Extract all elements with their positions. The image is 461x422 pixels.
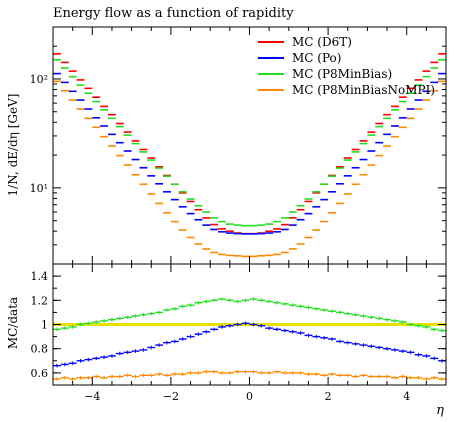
x-axis-label: η xyxy=(436,403,444,418)
ratio-panel-frame xyxy=(52,263,447,386)
ratio-y-tick-label: 1 xyxy=(41,319,48,332)
legend-label: MC (Po) xyxy=(292,51,341,65)
ratio-y-tick-label: 1.2 xyxy=(31,294,49,307)
main-y-axis-label: 1/N, dE/dη [GeV] xyxy=(6,94,20,197)
x-tick-label: −2 xyxy=(163,390,179,403)
ratio-y-tick-label: 1.4 xyxy=(31,270,49,283)
legend: MC (D6T) MC (Po) MC (P8MinBias) MC (P8MinBi… xyxy=(258,35,435,97)
x-tick-label: 2 xyxy=(325,390,332,403)
legend-label: MC (D6T) xyxy=(292,35,352,49)
ratio-y-tick-label: 0.8 xyxy=(31,343,49,356)
legend-label: MC (P8MinBiasNoMPI) xyxy=(292,83,435,97)
axes-layer: −4 −2 0 2 4 10¹ 10² 0.6 0.8 1 1.2 1.4 xyxy=(30,26,447,403)
chart-title: Energy flow as a function of rapidity xyxy=(53,6,294,21)
legend-label: MC (P8MinBias) xyxy=(292,67,392,81)
main-panel-marks xyxy=(53,53,446,258)
x-tick-label: −4 xyxy=(84,390,100,403)
x-tick-label: 4 xyxy=(403,390,410,403)
ratio-y-tick-label: 0.6 xyxy=(31,367,49,380)
ratio-panel-marks xyxy=(53,297,446,381)
y-tick-label: 10¹ xyxy=(30,182,48,195)
ratio-y-axis-label: MC/data xyxy=(6,297,20,349)
y-tick-label: 10² xyxy=(30,73,48,86)
x-tick-label: 0 xyxy=(246,390,253,403)
